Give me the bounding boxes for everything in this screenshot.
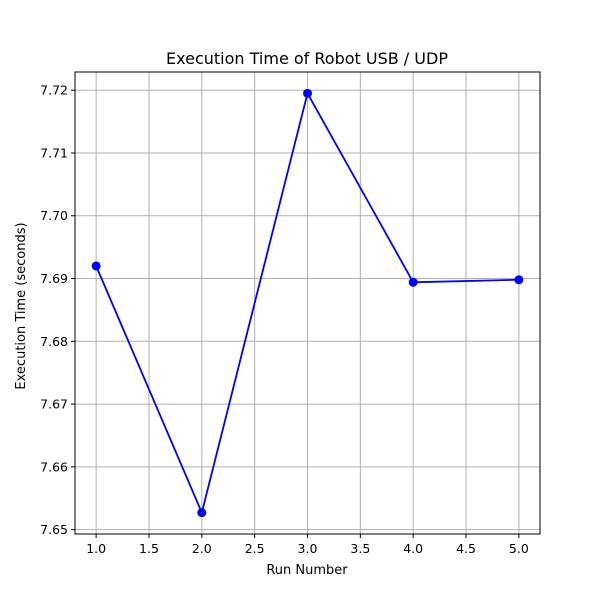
series (91, 88, 524, 518)
x-tick-label: 3.5 (350, 541, 370, 556)
y-tick-label: 7.66 (40, 459, 68, 474)
data-point (197, 508, 207, 518)
y-tick-label: 7.70 (40, 208, 68, 223)
x-tick-label: 2.0 (192, 541, 212, 556)
ticks: 1.0 1.5 2.0 2.5 3.0 3.5 4.0 4.5 5.0 7.65 7.66 7.67 7… (40, 83, 529, 556)
y-tick-label: 7.68 (40, 334, 68, 349)
data-point (303, 88, 312, 98)
y-tick-label: 7.69 (40, 271, 68, 286)
chart-title: Execution Time of Robot USB / UDP (166, 49, 448, 68)
x-tick-label: 5.0 (509, 541, 529, 556)
data-point (91, 261, 101, 271)
data-point (408, 277, 418, 287)
y-axis-label: Execution Time (seconds) (14, 222, 29, 389)
x-tick-label: 1.0 (86, 541, 106, 556)
data-point (514, 275, 524, 285)
x-tick-label: 1.5 (139, 541, 159, 556)
y-tick-label: 7.65 (40, 522, 68, 537)
y-tick-label: 7.71 (40, 145, 68, 160)
y-tick-label: 7.67 (40, 397, 68, 412)
x-tick-label: 4.0 (403, 541, 423, 556)
x-tick-label: 4.5 (456, 541, 476, 556)
x-tick-label: 3.0 (298, 541, 318, 556)
grid (75, 72, 540, 534)
x-axis-label: Run Number (266, 563, 348, 578)
y-tick-label: 7.72 (40, 83, 68, 98)
x-tick-label: 2.5 (245, 541, 265, 556)
